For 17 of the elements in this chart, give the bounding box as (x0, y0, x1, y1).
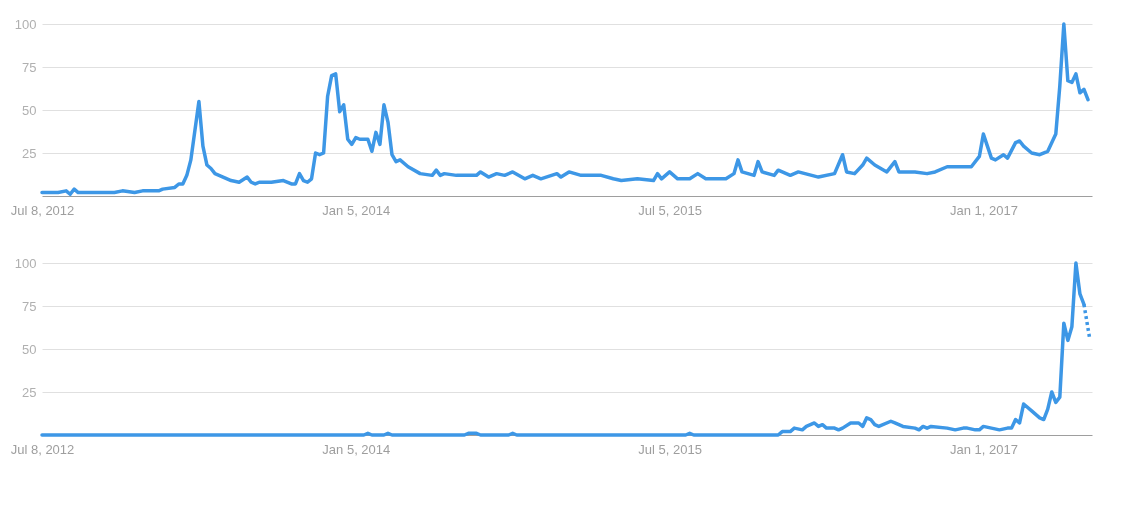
x-tick-label: Jan 1, 2017 (949, 202, 1018, 218)
y-tick-label: 75 (22, 59, 37, 75)
x-tick-label: Jul 5, 2015 (638, 441, 702, 457)
y-tick-label: 25 (22, 145, 37, 161)
y-tick-label: 50 (22, 102, 37, 118)
y-tick-label: 50 (22, 341, 37, 357)
y-tick-label: 100 (14, 255, 37, 271)
y-tick-label: 25 (22, 384, 37, 400)
x-tick-label: Jan 5, 2014 (322, 441, 391, 457)
x-tick-label: Jan 5, 2014 (322, 202, 391, 218)
y-tick-label: 75 (22, 298, 37, 314)
x-tick-label: Jul 8, 2012 (10, 202, 75, 218)
x-tick-label: Jul 8, 2012 (10, 441, 75, 457)
line-series (40, 22, 1090, 197)
x-tick-label: Jan 1, 2017 (949, 441, 1018, 457)
x-tick-label: Jul 5, 2015 (638, 202, 702, 218)
y-tick-label: 100 (14, 16, 37, 32)
